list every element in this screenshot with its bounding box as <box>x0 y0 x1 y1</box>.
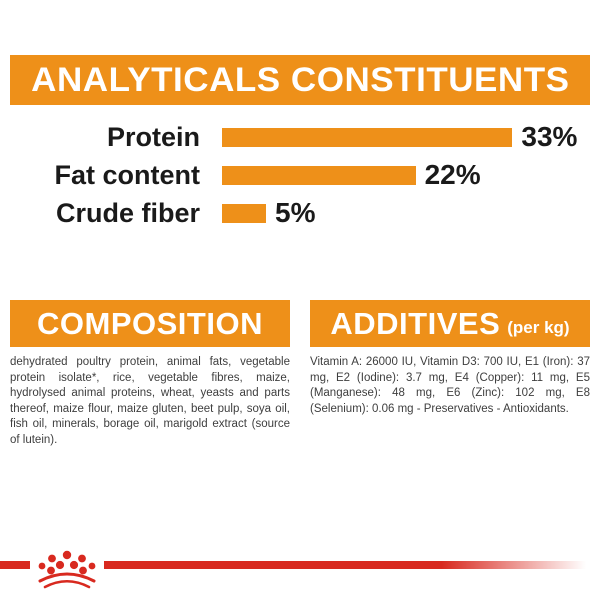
additives-body-text: Vitamin A: 26000 IU, Vitamin D3: 700 IU,… <box>310 356 590 415</box>
chart-value-label: 33% <box>521 121 578 152</box>
red-rule-left-segment <box>0 561 30 569</box>
additives-banner: ADDITIVES (per kg) <box>310 300 590 347</box>
chart-category-label: Crude fiber <box>55 197 200 228</box>
additives-title: ADDITIVES <box>330 305 501 341</box>
nutrient-bar-chart: Protein 33% Fat content 22% Crude fiber … <box>0 118 600 232</box>
chart-row-crude-fiber: Crude fiber 5% <box>0 194 600 232</box>
composition-section: COMPOSITION dehydrated poultry protein, … <box>10 300 290 448</box>
chart-category-label: Fat content <box>54 159 201 190</box>
additives-section: ADDITIVES (per kg) Vitamin A: 26000 IU, … <box>310 300 590 448</box>
analytical-constituents-banner: ANALYTICALS CONSTITUENTS <box>10 55 590 105</box>
additives-title-suffix: (per kg) <box>507 317 570 337</box>
red-rule-right-segment <box>104 561 586 569</box>
composition-body-text: dehydrated poultry protein, animal fats,… <box>10 356 290 446</box>
chart-value-label: 5% <box>275 197 316 228</box>
chart-value-label: 22% <box>424 159 481 190</box>
details-columns: COMPOSITION dehydrated poultry protein, … <box>10 300 590 448</box>
chart-row-protein: Protein 33% <box>0 118 600 156</box>
composition-title: COMPOSITION <box>37 305 263 341</box>
analytical-constituents-title: ANALYTICALS CONSTITUENTS <box>30 60 570 99</box>
chart-bar <box>222 127 513 147</box>
chart-bar <box>222 203 266 223</box>
chart-bar <box>222 165 416 185</box>
footer <box>0 548 600 593</box>
chart-category-label: Protein <box>106 121 200 152</box>
royal-canin-crown-icon <box>38 550 96 589</box>
chart-row-fat-content: Fat content 22% <box>0 156 600 194</box>
composition-banner: COMPOSITION <box>10 300 290 347</box>
